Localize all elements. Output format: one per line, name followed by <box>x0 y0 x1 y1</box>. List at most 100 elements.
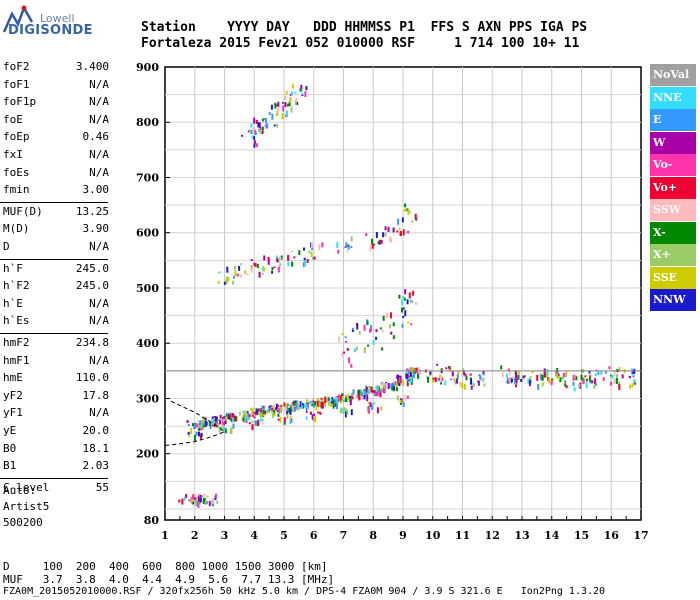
trace-point <box>406 380 409 387</box>
trace-point <box>205 421 208 426</box>
trace-point <box>507 377 510 384</box>
trace-point <box>370 325 373 332</box>
logo-digisonde-text: DIGISONDE <box>8 23 93 38</box>
trace-point <box>388 324 391 329</box>
trace-point <box>198 500 201 505</box>
trace-point <box>286 409 289 412</box>
trace-point <box>277 406 280 409</box>
trace-point <box>244 416 247 422</box>
trace-point <box>276 410 279 413</box>
trace-point <box>355 393 358 398</box>
trace-point <box>573 387 576 392</box>
trace-point <box>186 420 189 424</box>
trace-point <box>199 420 202 427</box>
trace-point <box>271 113 274 120</box>
trace-point <box>321 242 324 248</box>
trace-point <box>201 495 204 498</box>
trace-point <box>196 496 199 501</box>
trace-point <box>199 425 202 429</box>
trace-point <box>305 86 308 91</box>
trace-point <box>358 396 361 401</box>
trace-point <box>417 372 420 379</box>
trace-point <box>259 410 262 417</box>
trace-point <box>310 251 313 257</box>
trace-point <box>508 371 511 376</box>
trace-point <box>347 245 350 250</box>
x-tick-label: 4 <box>250 529 258 542</box>
trace-point <box>248 422 251 425</box>
trace-point <box>551 378 554 381</box>
param-row-hf: h`F 245.0 <box>3 262 109 279</box>
trace-point <box>263 255 266 261</box>
trace-point <box>293 407 296 412</box>
param-row-hes: h`Es N/A <box>3 314 109 331</box>
trace-point <box>379 391 382 398</box>
trace-point <box>279 408 282 414</box>
trace-point <box>398 294 401 299</box>
trace-point <box>232 280 235 285</box>
trace-point <box>631 383 634 388</box>
trace-point <box>398 379 401 384</box>
trace-point <box>255 143 258 148</box>
param-name: h`F2 <box>3 279 30 293</box>
trace-point <box>218 271 221 274</box>
trace-point <box>262 405 265 409</box>
trace-point <box>415 301 418 305</box>
model-curve-line <box>164 400 226 446</box>
trace-point <box>194 497 197 501</box>
trace-point <box>518 371 521 375</box>
trace-point <box>406 299 409 305</box>
param-row-he: h`E N/A <box>3 297 109 314</box>
trace-point <box>389 312 392 319</box>
trace-point <box>451 371 454 377</box>
trace-point <box>310 400 313 405</box>
trace-point <box>302 405 305 409</box>
trace-point <box>392 335 395 340</box>
trace-point <box>218 426 221 433</box>
trace-point <box>371 244 374 249</box>
trace-point <box>456 374 459 380</box>
trace-point <box>572 374 575 381</box>
trace-point <box>201 500 204 503</box>
param-value: 3.90 <box>82 222 110 236</box>
trace-point <box>252 127 255 133</box>
trace-point <box>483 383 486 387</box>
trace-point <box>214 493 217 498</box>
trace-point <box>257 408 260 412</box>
trace-point <box>398 227 401 230</box>
trace-point <box>309 411 312 415</box>
param-name: yF1 <box>3 406 23 420</box>
trace-point <box>255 413 258 416</box>
trace-point <box>282 105 285 112</box>
param-name: hmF2 <box>3 336 30 349</box>
trace-point <box>280 404 283 407</box>
trace-point <box>227 414 230 420</box>
trace-point <box>193 494 196 497</box>
trace-point <box>317 411 320 414</box>
trace-point <box>271 270 274 274</box>
trace-point <box>283 417 286 423</box>
param-name: hmF1 <box>3 353 30 367</box>
trace-point <box>563 381 566 384</box>
trace-point <box>193 434 196 441</box>
trace-point <box>361 392 364 397</box>
param-row-hmf1: hmF1 N/A <box>3 354 109 371</box>
legend-item-e: E <box>650 109 696 131</box>
trace-point <box>353 348 356 353</box>
trace-point <box>285 404 288 411</box>
trace-point <box>261 126 264 131</box>
trace-point <box>377 241 380 245</box>
trace-point <box>279 263 282 267</box>
trace-point <box>287 261 290 267</box>
trace-point <box>285 90 288 95</box>
trace-point <box>382 315 385 321</box>
trace-point <box>398 375 401 378</box>
trace-point <box>345 242 348 248</box>
legend-item-ssw: SSW <box>650 199 696 221</box>
trace-point <box>224 428 227 434</box>
trace-point <box>346 397 349 403</box>
trace-point <box>321 402 324 409</box>
x-tick-label: 7 <box>340 529 348 542</box>
trace-point <box>351 398 354 401</box>
trace-point <box>289 415 292 418</box>
